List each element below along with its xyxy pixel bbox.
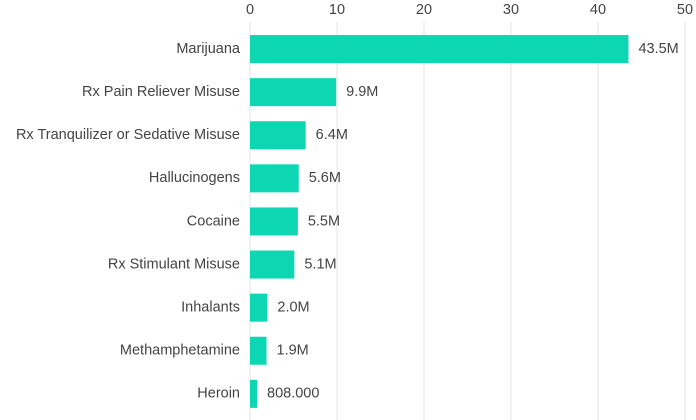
bar <box>250 379 258 408</box>
bar <box>250 78 337 107</box>
bar <box>250 35 629 64</box>
data-label: 5.1M <box>304 256 336 272</box>
data-label: 808.000 <box>267 386 319 402</box>
bar <box>250 207 298 236</box>
y-tick-label: Inhalants <box>181 299 240 315</box>
x-tick-label: 0 <box>246 2 254 18</box>
x-tick-label: 20 <box>416 2 432 18</box>
y-tick-label: Hallucinogens <box>149 170 240 186</box>
data-label: 1.9M <box>277 343 309 359</box>
x-tick-label: 40 <box>590 2 606 18</box>
y-tick-label: Rx Stimulant Misuse <box>108 256 240 272</box>
y-tick-label: Rx Tranquilizer or Sedative Misuse <box>16 127 240 143</box>
bar <box>250 293 268 322</box>
bar <box>250 121 306 150</box>
x-tick-label: 30 <box>503 2 519 18</box>
data-label: 43.5M <box>638 41 678 57</box>
data-label: 5.5M <box>308 213 340 229</box>
y-tick-label: Rx Pain Reliever Misuse <box>82 84 240 100</box>
y-tick-label: Marijuana <box>176 41 241 57</box>
data-label: 5.6M <box>309 170 341 186</box>
y-tick-label: Cocaine <box>187 213 240 229</box>
x-tick-label: 50 <box>677 2 693 18</box>
bar <box>250 250 295 279</box>
bar <box>250 164 299 193</box>
data-label: 9.9M <box>346 84 378 100</box>
y-tick-label: Methamphetamine <box>120 343 240 359</box>
x-tick-label: 10 <box>329 2 345 18</box>
bar <box>250 336 267 365</box>
y-tick-label: Heroin <box>197 386 240 402</box>
data-label: 6.4M <box>316 127 348 143</box>
data-label: 2.0M <box>277 299 309 315</box>
